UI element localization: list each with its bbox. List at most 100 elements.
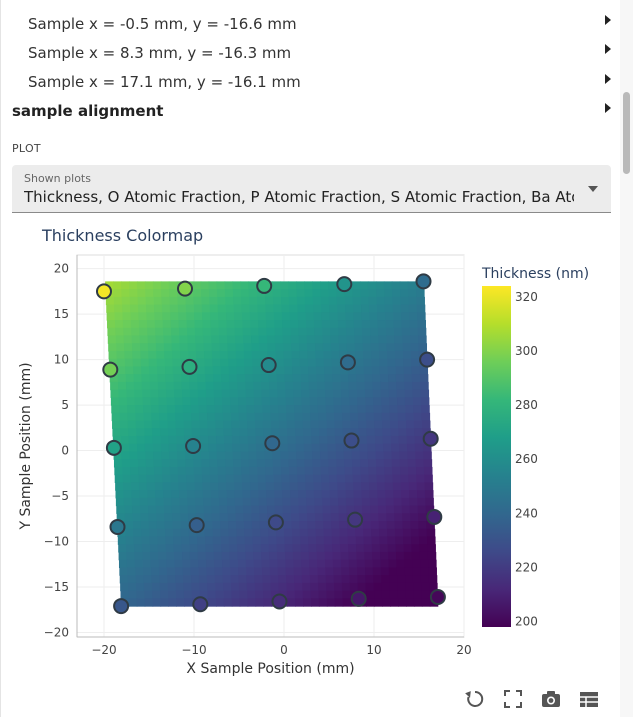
heatmap-cell <box>402 521 412 530</box>
heatmap-cell <box>368 459 377 468</box>
heatmap-cell <box>174 567 184 576</box>
heatmap-cell <box>210 312 219 321</box>
heatmap-cell <box>192 451 202 460</box>
heatmap-cell <box>330 513 340 522</box>
heatmap-cell <box>123 497 133 507</box>
heatmap-cell <box>179 327 188 337</box>
heatmap-cell <box>193 296 203 306</box>
heatmap-cell <box>258 327 268 337</box>
heatmap-cell <box>207 412 216 422</box>
heatmap-cell <box>183 428 193 437</box>
heatmap-cell <box>118 397 128 406</box>
heatmap-cell <box>247 428 257 437</box>
heatmap-cell <box>341 405 351 414</box>
heatmap-cell <box>135 412 145 422</box>
heatmap-cell <box>116 513 126 522</box>
expand-caret-icon[interactable] <box>605 74 611 84</box>
heatmap-cell <box>288 296 298 306</box>
heatmap-cell <box>347 536 357 545</box>
heatmap-cell <box>278 420 288 429</box>
heatmap-cell <box>261 559 271 569</box>
sample-row-3[interactable]: Sample x = 17.1 mm, y = -16.1 mm <box>28 73 301 91</box>
heatmap-cell <box>193 459 202 468</box>
heatmap-cell <box>135 582 145 592</box>
heatmap-cell <box>379 536 389 545</box>
heatmap-cell <box>141 381 151 391</box>
heatmap-cell <box>173 544 183 553</box>
heatmap-cell <box>307 343 316 352</box>
heatmap-cell <box>168 590 177 599</box>
section-title-sample-alignment[interactable]: sample alignment <box>12 102 164 120</box>
heatmap-cell <box>303 598 312 607</box>
heatmap-cell <box>356 389 366 398</box>
heatmap-cell <box>277 559 287 569</box>
heatmap-cell <box>143 420 153 429</box>
heatmap-cell <box>306 497 315 507</box>
heatmap-cell <box>375 451 385 460</box>
heatmap-cell <box>234 327 244 337</box>
heatmap-cell <box>254 575 263 584</box>
heatmap-cell <box>112 428 121 437</box>
dropdown-arrow-icon[interactable] <box>588 186 598 192</box>
heatmap-cell <box>167 582 177 592</box>
heatmap-cell <box>299 358 309 368</box>
heatmap-cell <box>219 343 229 352</box>
heatmap-cell <box>239 435 249 445</box>
heatmap-cell <box>271 428 280 437</box>
expand-caret-icon[interactable] <box>605 44 611 54</box>
heatmap-cell <box>301 389 310 398</box>
heatmap-cell <box>286 405 295 414</box>
heatmap-cell <box>302 590 312 599</box>
heatmap-cell <box>107 335 117 344</box>
heatmap-cell <box>298 505 308 514</box>
heatmap-cell <box>220 358 229 368</box>
heatmap-cell <box>220 528 230 538</box>
shown-plots-select[interactable]: Shown plots Thickness, O Atomic Fraction… <box>12 165 611 213</box>
heatmap-cell <box>227 513 237 522</box>
heatmap-cell <box>322 335 332 344</box>
heatmap-cell <box>415 459 425 468</box>
heatmap-cell <box>221 381 230 391</box>
heatmap-cell <box>146 482 156 491</box>
heatmap-cell <box>251 343 260 352</box>
heatmap-cell <box>386 521 396 530</box>
heatmap-cell <box>236 521 245 530</box>
heatmap-cell <box>270 575 279 584</box>
heatmap-cell <box>199 412 208 422</box>
heatmap-cell <box>249 312 259 321</box>
heatmap-cell <box>130 466 139 476</box>
heatmap-cell <box>394 513 403 522</box>
heatmap-cell <box>247 598 257 607</box>
expand-caret-icon[interactable] <box>605 103 611 113</box>
heatmap-cell <box>305 482 315 491</box>
heatmap-cell <box>283 513 292 522</box>
sample-row-1[interactable]: Sample x = -0.5 mm, y = -16.6 mm <box>28 15 297 33</box>
heatmap-cell <box>419 374 429 383</box>
table-icon[interactable] <box>578 688 600 710</box>
sample-row-2[interactable]: Sample x = 8.3 mm, y = -16.3 mm <box>28 44 292 62</box>
heatmap-cell <box>260 374 270 383</box>
heatmap-cell <box>353 490 363 499</box>
heatmap-cell <box>407 451 416 460</box>
heatmap-cell <box>308 536 317 545</box>
heatmap-cell <box>371 528 380 538</box>
heatmap-cell <box>290 320 299 329</box>
heatmap-cell <box>245 389 255 398</box>
heatmap-cell <box>345 490 355 499</box>
camera-icon[interactable] <box>540 688 562 710</box>
scrollbar[interactable] <box>620 0 633 717</box>
heatmap-cell <box>153 451 162 460</box>
heatmap-cell <box>128 435 138 445</box>
heatmap-cell <box>177 296 187 306</box>
scrollbar-thumb[interactable] <box>623 92 630 174</box>
heatmap-cell <box>193 304 203 313</box>
heatmap-cell <box>273 466 282 476</box>
autoscale-icon[interactable] <box>502 688 524 710</box>
heatmap-cell <box>369 490 378 499</box>
reset-axes-icon[interactable] <box>464 688 486 710</box>
expand-caret-icon[interactable] <box>605 15 611 25</box>
heatmap-cell <box>290 505 300 514</box>
heatmap-cell <box>423 466 433 476</box>
heatmap-cell <box>386 343 396 352</box>
